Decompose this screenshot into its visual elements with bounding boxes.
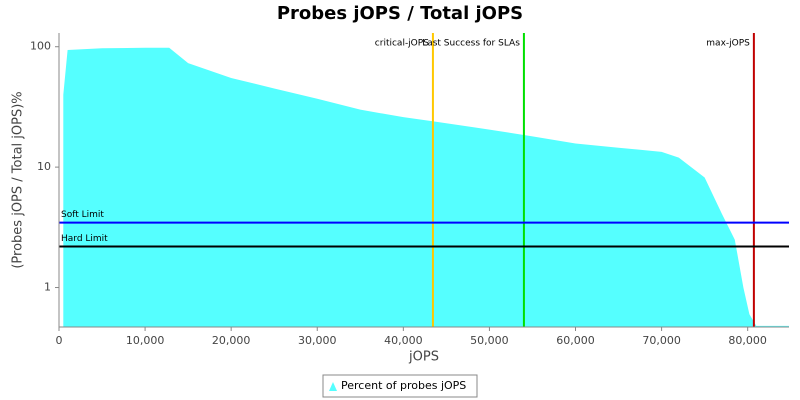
marker-label: Soft Limit [61, 210, 104, 220]
legend-swatch [329, 382, 337, 391]
y-tick-label: 10 [37, 160, 51, 173]
x-tick-label: 20,000 [212, 334, 251, 347]
y-axis-title: (Probes jOPS / Total jOPS)% [11, 91, 26, 268]
x-tick-label: 70,000 [642, 334, 681, 347]
x-tick-label: 0 [56, 334, 63, 347]
x-tick-label: 60,000 [556, 334, 595, 347]
x-axis-title: jOPS [408, 350, 439, 365]
chart-title: Probes jOPS / Total jOPS [277, 3, 523, 24]
y-tick-label: 1 [44, 281, 51, 294]
x-tick-label: 30,000 [298, 334, 337, 347]
y-tick-label: 100 [30, 40, 51, 53]
x-tick-label: 80,000 [728, 334, 767, 347]
x-tick-label: 10,000 [126, 334, 165, 347]
marker-label: Hard Limit [61, 234, 108, 244]
marker-label: Last Success for SLAs [422, 39, 520, 49]
x-tick-label: 40,000 [384, 334, 423, 347]
legend-box [322, 374, 478, 398]
x-tick-label: 50,000 [470, 334, 509, 347]
legend-label: Percent of probes jOPS [341, 379, 466, 392]
marker-label: max-jOPS [706, 39, 750, 49]
marker-label: critical-jOPS [375, 39, 429, 49]
area [63, 47, 789, 328]
